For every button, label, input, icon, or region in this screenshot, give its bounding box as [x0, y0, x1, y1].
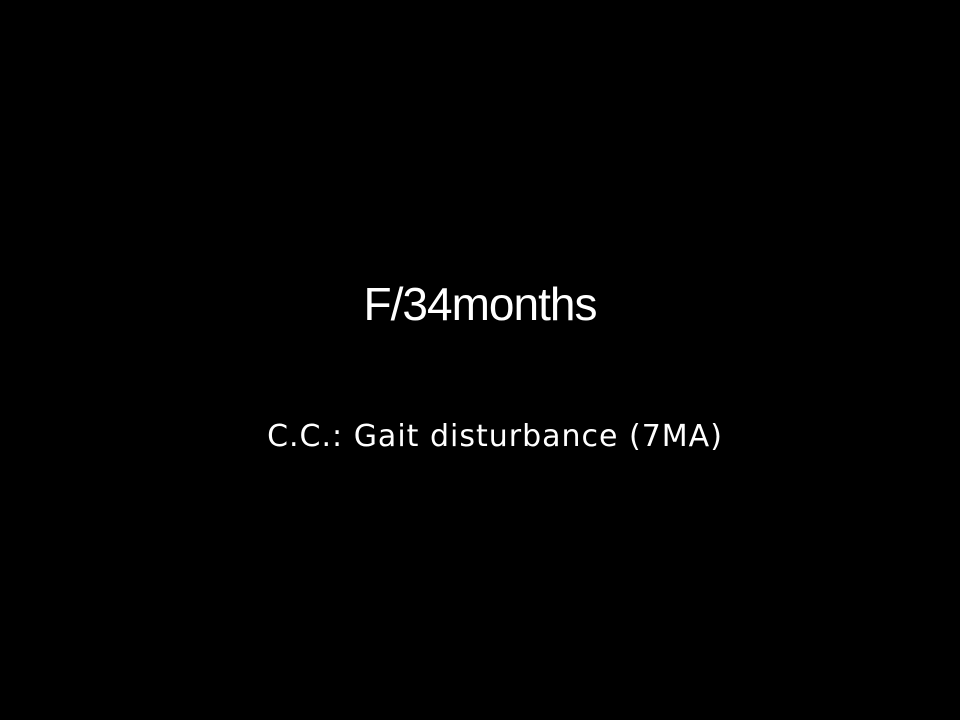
- chief-complaint-text: C.C.: Gait disturbance (7MA): [267, 419, 723, 454]
- slide-title: F/34months: [363, 278, 598, 330]
